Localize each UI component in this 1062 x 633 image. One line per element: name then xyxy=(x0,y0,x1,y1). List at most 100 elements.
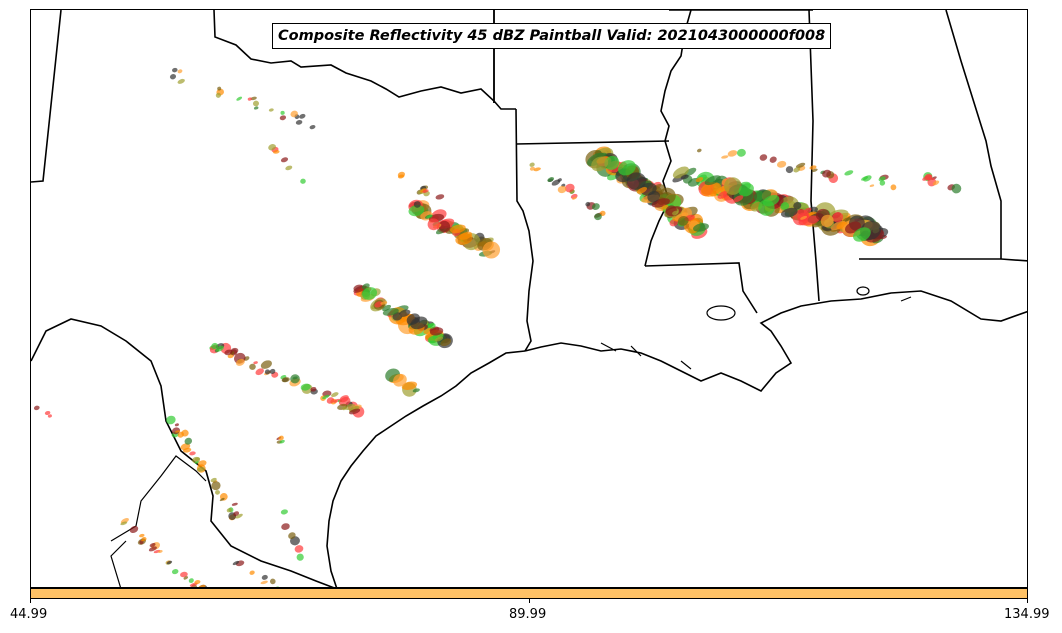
storm-cell xyxy=(454,228,470,239)
storm-cell xyxy=(342,406,347,411)
storm-cell xyxy=(290,110,298,118)
storm-cell xyxy=(148,546,157,552)
storm-cell xyxy=(869,184,875,187)
storm-cell xyxy=(727,150,738,157)
storm-cell xyxy=(149,542,156,548)
storm-cell xyxy=(188,578,194,583)
storm-cell xyxy=(736,148,746,157)
storm-cell xyxy=(693,223,709,232)
storm-cell xyxy=(459,231,473,240)
storm-cell xyxy=(249,570,255,575)
storm-cell xyxy=(393,373,407,387)
state-boundary-al-ga xyxy=(945,10,1002,259)
storm-cell xyxy=(273,150,280,154)
storm-cell xyxy=(339,395,349,403)
storm-cell xyxy=(435,194,445,200)
storm-cell xyxy=(878,176,886,182)
storm-cell xyxy=(733,195,744,203)
storm-cell xyxy=(721,155,729,159)
storm-cell xyxy=(247,97,252,101)
storm-cell xyxy=(224,349,233,356)
storm-cell xyxy=(47,414,52,418)
storm-cell xyxy=(820,214,834,228)
storm-cell xyxy=(547,177,555,182)
lake-small xyxy=(856,286,870,296)
map-panel: Composite Reflectivity 45 dBZ Paintball … xyxy=(30,9,1028,588)
storm-cell xyxy=(253,100,259,107)
storm-cell xyxy=(260,360,272,369)
storm-cell xyxy=(922,174,933,181)
storm-cell xyxy=(183,576,189,580)
storm-cell xyxy=(326,397,335,404)
storm-cell xyxy=(785,166,794,174)
storm-cell xyxy=(401,381,418,390)
storm-cells xyxy=(33,67,962,587)
storm-cell xyxy=(279,439,285,444)
storm-cell xyxy=(591,156,609,172)
storm-cell xyxy=(233,511,240,517)
map-canvas xyxy=(31,10,1027,587)
storm-cell xyxy=(236,96,243,101)
storm-cell xyxy=(428,322,436,329)
storm-cell xyxy=(231,502,238,506)
storm-cell xyxy=(769,156,777,163)
storm-cell xyxy=(211,342,219,350)
storm-cell xyxy=(281,523,290,530)
storm-cell xyxy=(33,405,40,411)
storm-cell xyxy=(700,181,722,197)
storm-cell xyxy=(680,174,689,180)
storm-cell xyxy=(626,172,646,190)
storm-cell xyxy=(803,207,812,214)
colorbar-tick xyxy=(1027,599,1028,603)
storm-cell xyxy=(795,162,806,169)
state-boundary-la-ms xyxy=(644,262,758,314)
storm-cell xyxy=(617,160,636,176)
colorbar-tick xyxy=(529,599,530,603)
storm-cell xyxy=(529,162,535,167)
colorbar xyxy=(30,588,1028,599)
storm-cell xyxy=(198,584,206,587)
storm-cell xyxy=(413,201,421,208)
storm-cell xyxy=(832,212,844,223)
storm-cell xyxy=(951,183,962,194)
storm-cell xyxy=(398,309,411,317)
storm-cell xyxy=(932,180,940,186)
storm-cell xyxy=(211,481,221,491)
storm-cell xyxy=(236,358,245,366)
storm-cell xyxy=(322,394,330,400)
storm-cell xyxy=(180,571,188,578)
storm-cell xyxy=(292,376,298,380)
storm-cell xyxy=(533,167,541,172)
storm-cell xyxy=(294,545,304,553)
storm-cell xyxy=(758,199,775,216)
storm-cell xyxy=(780,202,790,211)
storm-cell xyxy=(822,169,832,178)
storm-cell xyxy=(44,411,51,415)
storm-cell xyxy=(572,196,577,200)
storm-cell xyxy=(182,447,192,453)
map-title: Composite Reflectivity 45 dBZ Paintball … xyxy=(272,23,832,49)
storm-cell xyxy=(196,467,205,472)
colorbar-tick xyxy=(30,599,31,603)
storm-cell xyxy=(724,177,742,195)
storm-cell xyxy=(184,437,193,445)
storm-cell xyxy=(704,175,721,186)
storm-cell xyxy=(738,183,754,197)
storm-cell xyxy=(281,377,290,383)
storm-cell xyxy=(861,176,869,181)
storm-cell xyxy=(226,508,233,513)
storm-cell xyxy=(426,214,433,219)
storm-cell xyxy=(250,96,257,101)
storm-cell xyxy=(427,218,440,231)
storm-cell xyxy=(288,532,296,539)
storm-cell xyxy=(166,415,176,425)
storm-cell xyxy=(300,178,306,184)
texas-coastline xyxy=(326,350,526,587)
storm-cell xyxy=(194,457,200,461)
storm-cell xyxy=(166,560,173,565)
storm-cell xyxy=(672,210,679,216)
storm-cell xyxy=(194,461,199,464)
storm-cell xyxy=(253,106,259,110)
storm-cell xyxy=(260,580,268,585)
storm-cell xyxy=(268,108,274,112)
